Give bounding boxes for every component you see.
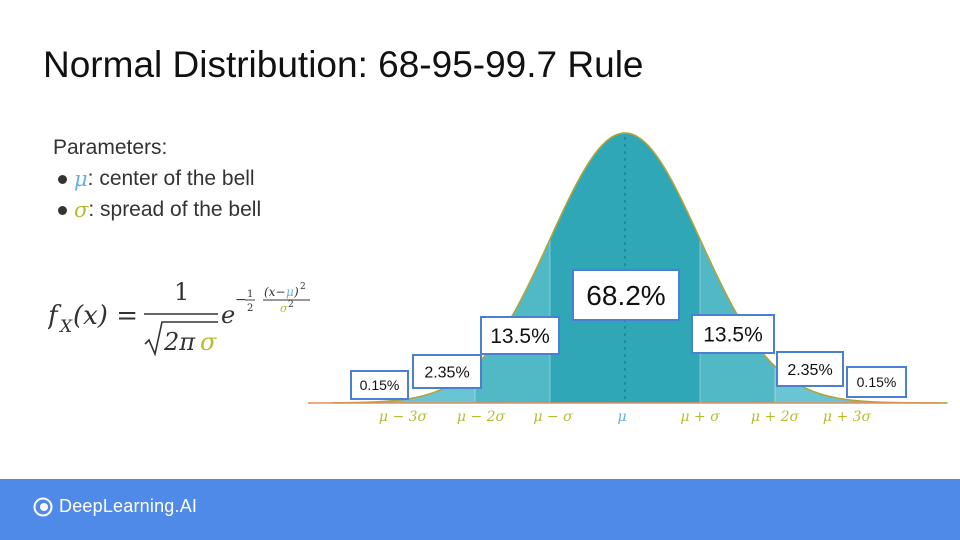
formula-root-content: 2π — [163, 328, 196, 356]
percent-label-box — [846, 366, 907, 398]
tick-label: μ − σ — [533, 409, 573, 425]
formula-exp-num-mu: μ — [286, 285, 294, 299]
parameters-block: Parameters: μ : center of the bell σ : s… — [53, 136, 261, 229]
bullet-icon — [58, 205, 67, 215]
region-plus2-plus3 — [775, 366, 850, 403]
formula-subscript: X — [58, 317, 73, 337]
slide-title: Normal Distribution: 68-95-99.7 Rule — [43, 44, 644, 85]
percent-label: 0.15% — [360, 377, 400, 393]
formula-exp-minus: − — [235, 292, 247, 308]
formula-numerator: 1 — [174, 278, 189, 306]
percent-label-box — [412, 354, 482, 389]
mu-description: : center of the bell — [87, 167, 255, 190]
formula-lhs-arg: (x) = — [73, 301, 138, 331]
region-minus3-minus2 — [400, 366, 475, 403]
normal-pdf-formula: f X (x) = 1 2π σ e − 1 2 (x− μ ) 2 σ 2 — [48, 278, 310, 357]
percent-label: 2.35% — [424, 364, 469, 381]
sigma-symbol: σ — [74, 198, 89, 222]
percent-label-box — [691, 314, 775, 354]
brand-logo: DeepLearning.AI — [33, 496, 197, 517]
parameter-sigma: σ : spread of the bell — [58, 198, 261, 222]
region-center — [550, 133, 700, 403]
formula-half-den: 2 — [247, 303, 253, 314]
bullet-icon — [58, 174, 67, 184]
tick-label: μ − 2σ — [457, 409, 506, 425]
percent-label-box — [776, 351, 844, 387]
footer-bar: DeepLearning.AI — [0, 479, 960, 540]
formula-exp-num-close: ) — [293, 285, 299, 299]
percent-label-box — [350, 370, 409, 400]
formula-exp-den-sigma: σ — [280, 302, 288, 315]
tick-label: μ + 2σ — [751, 409, 800, 425]
percent-label-box — [572, 269, 680, 321]
percent-label: 2.35% — [787, 362, 832, 379]
percent-label-box — [480, 316, 560, 355]
sqrt-icon — [144, 321, 218, 357]
formula-half-num: 1 — [247, 289, 253, 300]
percent-label: 13.5% — [703, 324, 763, 347]
formula-exp-num-pow: 2 — [300, 282, 306, 292]
tick-label: μ + σ — [680, 409, 720, 425]
tick-label: μ − 3σ — [379, 409, 428, 425]
percent-label: 13.5% — [490, 325, 550, 348]
deeplearning-logo-icon — [33, 497, 53, 516]
formula-den-sigma: σ — [200, 328, 217, 356]
tick-label: μ — [617, 409, 626, 425]
tick-label: μ + 3σ — [823, 409, 872, 425]
parameter-mu: μ : center of the bell — [58, 167, 261, 191]
bell-curve-chart: 0.15% 2.35% 13.5% 68.2% 13.5% 2.35% 0.15% μ − 3… — [308, 132, 948, 425]
formula-e: e — [221, 301, 235, 329]
percent-label: 0.15% — [857, 374, 897, 390]
mu-symbol: μ — [74, 167, 88, 191]
parameters-heading: Parameters: — [53, 136, 168, 159]
percent-label: 68.2% — [586, 280, 665, 311]
bell-curve-line — [332, 132, 948, 404]
formula-exp-den-pow: 2 — [288, 300, 294, 310]
formula-exp-num-open: (x− — [264, 285, 286, 299]
brand-name: DeepLearning.AI — [59, 496, 198, 516]
sigma-description: : spread of the bell — [88, 198, 262, 221]
